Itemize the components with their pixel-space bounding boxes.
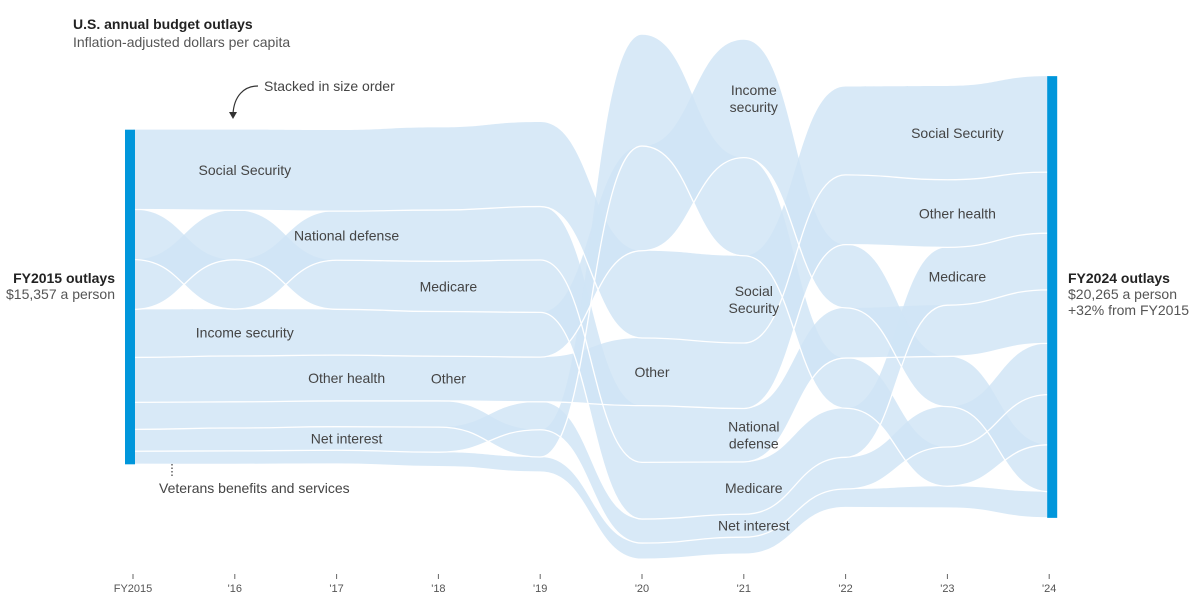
annotation-arrow [232,85,259,115]
fy2024-summary-value: $20,265 a person [1068,286,1177,302]
x-tick-label: '18 [431,583,445,595]
x-tick-label: '22 [838,583,852,595]
band-label: Other [431,371,466,387]
x-tick-label: '24 [1042,583,1056,595]
band-label: Medicare [725,480,783,496]
band-net-interest [133,343,1050,544]
total-bars-layer [125,76,1058,518]
x-axis: FY2015 '16 '17 '18 '19 '20 '21 '22 '23 '24 [114,574,1056,595]
band-social-security [133,76,1050,344]
band-label: Other health [919,206,996,222]
band-label: Social Security [199,162,292,178]
band-label: Other health [308,370,385,386]
band-label: defense [729,436,779,452]
veterans-annotation: Veterans benefits and services [159,480,350,496]
band-label: Net interest [718,518,790,534]
band-national-defense [133,206,1050,463]
fy2015-summary-value: $15,357 a person [6,286,115,302]
dividers-layer [132,145,1050,560]
band-labels-layer: Social Security National defense Medicare I… [196,82,1004,534]
fy2015-summary: FY2015 outlays $15,357 a person [6,270,115,302]
band-label: security [730,99,778,115]
band-label: National defense [294,228,399,244]
band-divider [132,463,1050,560]
band-label: Income security [196,325,294,341]
band-label: Social Security [911,125,1004,141]
x-tick-label: '20 [635,583,649,595]
bands-layer [133,34,1050,560]
band-other-health [133,172,1050,409]
x-tick-label: '21 [737,583,751,595]
x-tick-label: '19 [533,583,547,595]
band-label: Net interest [311,430,383,446]
band-other [133,34,1050,487]
fy2024-summary-title: FY2024 outlays [1068,270,1170,286]
band-divider [132,232,1050,410]
x-tick-label: '16 [228,583,242,595]
band-divider [132,145,1050,487]
band-veterans-benefits-and-services [133,450,1050,560]
fy2024-summary: FY2024 outlays $20,265 a person +32% fro… [1068,270,1189,318]
band-divider [132,393,1050,544]
band-divider [132,171,1050,344]
fy2024-summary-change: +32% from FY2015 [1068,302,1190,318]
band-label: Medicare [929,268,987,284]
band-divider [132,259,1050,520]
chart-subtitle: Inflation-adjusted dollars per capita [73,34,291,50]
x-tick-label: FY2015 [114,583,153,595]
band-divider [132,258,1050,464]
chart-title: U.S. annual budget outlays [73,16,253,32]
band-label: Income [731,82,777,98]
band-label: Other [634,364,669,380]
stacked-annotation: Stacked in size order [264,78,395,94]
band-label: Security [729,300,780,316]
annotation-arrow-head [229,112,237,119]
band-label: Social [735,283,773,299]
band-divider [132,156,1050,493]
x-tick-label: '17 [329,583,343,595]
total-bar-fy2024 [1047,76,1058,518]
total-bar-fy2015 [125,129,135,465]
band-label: National [728,419,779,435]
fy2015-summary-title: FY2015 outlays [13,270,115,286]
band-label: Medicare [420,278,478,294]
x-tick-label: '23 [940,583,954,595]
